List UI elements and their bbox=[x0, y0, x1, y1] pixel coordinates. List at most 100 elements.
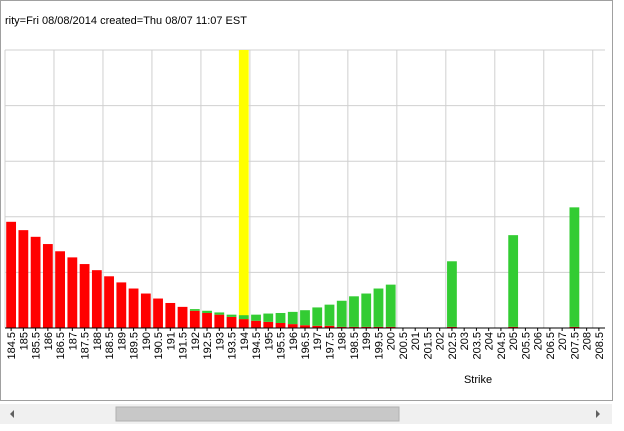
bar bbox=[226, 314, 237, 317]
bar bbox=[508, 326, 519, 328]
x-tick-label: 193 bbox=[214, 332, 226, 350]
x-tick-label: 201.5 bbox=[422, 332, 434, 360]
bar bbox=[385, 326, 396, 328]
x-tick-label: 196 bbox=[288, 332, 300, 350]
x-tick-label: 194 bbox=[239, 332, 251, 350]
x-tick-label: 186.5 bbox=[55, 332, 67, 360]
x-tick-label: 184.5 bbox=[6, 332, 18, 360]
bar bbox=[238, 319, 249, 328]
bar bbox=[287, 324, 298, 328]
bar bbox=[79, 264, 90, 328]
bar bbox=[447, 261, 457, 327]
x-tick-label: 199 bbox=[361, 332, 373, 350]
x-tick-label: 208.5 bbox=[594, 332, 606, 360]
bar bbox=[153, 298, 163, 328]
x-tick-label: 202 bbox=[435, 332, 447, 350]
x-tick-label: 185 bbox=[18, 332, 30, 350]
scroll-right-arrow[interactable] bbox=[596, 410, 600, 418]
x-tick-label: 201 bbox=[410, 332, 422, 350]
x-tick-label: 206 bbox=[533, 332, 545, 350]
bar bbox=[214, 312, 225, 315]
x-tick-label: 206.5 bbox=[545, 332, 557, 360]
x-tick-label: 203.5 bbox=[471, 332, 483, 360]
bar bbox=[177, 306, 188, 328]
bar bbox=[275, 322, 286, 328]
x-tick-label: 190.5 bbox=[153, 332, 165, 360]
scroll-left-arrow[interactable] bbox=[10, 410, 14, 418]
x-tick-label: 188.5 bbox=[104, 332, 116, 360]
x-tick-label: 189.5 bbox=[129, 332, 141, 360]
x-tick-label: 207 bbox=[557, 332, 569, 350]
bar bbox=[214, 314, 225, 328]
x-tick-label: 196.5 bbox=[300, 332, 312, 360]
bar bbox=[275, 312, 286, 323]
bar bbox=[312, 307, 323, 326]
bar bbox=[6, 221, 17, 328]
bar bbox=[263, 321, 274, 328]
plot-area: 184.5 185 185.5 186 186.5 187 187.5 188 188.5 189… bbox=[4, 49, 606, 360]
bar bbox=[165, 302, 176, 328]
bar bbox=[300, 325, 310, 328]
x-tick-label: 188 bbox=[92, 332, 104, 350]
bar bbox=[324, 304, 335, 326]
bar bbox=[18, 230, 29, 328]
x-tick-label: 187.5 bbox=[80, 332, 92, 360]
bar bbox=[508, 235, 519, 327]
x-axis-label: Strike bbox=[464, 374, 492, 386]
bar bbox=[226, 316, 237, 328]
highlight-bar bbox=[238, 50, 249, 328]
bar bbox=[140, 293, 151, 328]
bar bbox=[202, 310, 212, 313]
bar bbox=[361, 326, 372, 328]
x-tick-label: 186 bbox=[43, 332, 55, 350]
bar bbox=[349, 296, 359, 327]
x-tick-label: 202.5 bbox=[447, 332, 459, 360]
bar bbox=[324, 325, 335, 328]
bar bbox=[30, 236, 41, 328]
x-tick-label: 204 bbox=[484, 332, 496, 350]
bar bbox=[91, 270, 102, 328]
x-tick-label: 205.5 bbox=[520, 332, 532, 360]
bar bbox=[373, 288, 384, 327]
bar bbox=[385, 284, 396, 327]
bar bbox=[202, 312, 212, 328]
x-tick-label: 208 bbox=[582, 332, 594, 350]
x-tick-label: 191.5 bbox=[178, 332, 190, 360]
x-tick-label: 203 bbox=[459, 332, 471, 350]
bar bbox=[67, 257, 78, 328]
x-tick-label: 204.5 bbox=[496, 332, 508, 360]
bar bbox=[312, 325, 323, 328]
x-tick-label: 198 bbox=[337, 332, 349, 350]
x-tick-label: 192 bbox=[190, 332, 202, 350]
bar bbox=[569, 207, 580, 327]
scrollbar-thumb[interactable] bbox=[115, 406, 400, 422]
x-tick-label: 200.5 bbox=[398, 332, 410, 360]
bar bbox=[42, 244, 53, 328]
bar bbox=[300, 310, 310, 326]
x-tick-label: 207.5 bbox=[569, 332, 581, 360]
horizontal-scrollbar[interactable] bbox=[0, 404, 612, 424]
bar bbox=[189, 310, 200, 328]
x-tick-label: 205 bbox=[508, 332, 520, 350]
bar bbox=[447, 326, 457, 328]
bar bbox=[373, 326, 384, 328]
x-tick-label: 197 bbox=[312, 332, 324, 350]
bar bbox=[336, 326, 347, 328]
bar bbox=[569, 326, 580, 328]
x-tick-label: 191 bbox=[165, 332, 177, 350]
x-tick-label: 185.5 bbox=[31, 332, 43, 360]
bar bbox=[336, 300, 347, 327]
x-tick-label: 189 bbox=[116, 332, 128, 350]
x-tick-label: 192.5 bbox=[202, 332, 214, 360]
chart-title: rity=Fri 08/08/2014 created=Thu 08/07 11… bbox=[5, 15, 247, 27]
x-tick-label: 195.5 bbox=[276, 332, 288, 360]
x-tick-label: 193.5 bbox=[227, 332, 239, 360]
x-tick-label: 190 bbox=[141, 332, 153, 350]
x-tick-label: 195 bbox=[263, 332, 275, 350]
x-tick-label: 197.5 bbox=[324, 332, 336, 360]
bar bbox=[287, 311, 298, 325]
bar bbox=[361, 293, 372, 327]
x-tick-label: 187 bbox=[67, 332, 79, 350]
